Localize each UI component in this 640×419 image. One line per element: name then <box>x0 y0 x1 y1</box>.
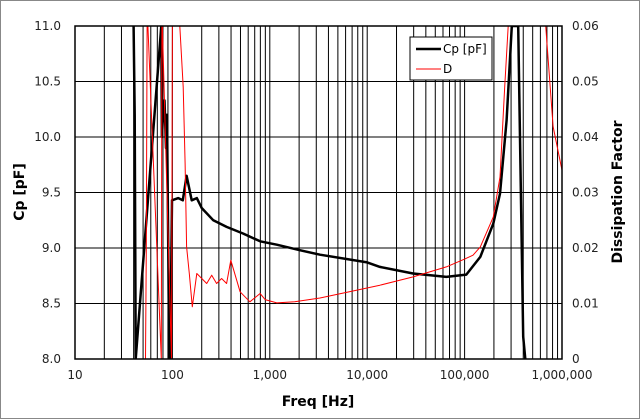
y-tick-label: 10.5 <box>34 75 61 89</box>
legend-box <box>409 36 493 81</box>
legend: Cp [pF] D <box>409 36 493 81</box>
x-tick-label: 10 <box>67 368 82 382</box>
x-tick-label: 100,000 <box>440 368 490 382</box>
x-tick-label: 100 <box>161 368 184 382</box>
y-tick-label: 9.0 <box>42 241 61 255</box>
tick-labels: 8.0 8.5 9.0 9.5 10.0 10.5 11.0 0 0.01 0.02 0.03 0.0… <box>34 19 598 382</box>
y2-tick-label: 0.03 <box>572 186 599 200</box>
y2-tick-label: 0.02 <box>572 241 599 255</box>
d-series-line <box>145 26 562 359</box>
legend-label-d: D <box>443 62 452 76</box>
y-tick-label: 10.0 <box>34 130 61 144</box>
y2-axis-title: Dissipation Factor <box>610 120 626 263</box>
x-tick-label: 10,000 <box>346 368 388 382</box>
y2-tick-label: 0 <box>572 352 580 366</box>
series-layer <box>132 26 562 359</box>
y2-tick-label: 0.01 <box>572 297 599 311</box>
x-axis-title: Freq [Hz] <box>282 394 355 410</box>
y2-tick-label: 0.05 <box>572 75 599 89</box>
y-axis-title: Cp [pF] <box>12 163 28 221</box>
y2-tick-label: 0.06 <box>572 19 599 33</box>
y-tick-label: 11.0 <box>34 19 61 33</box>
x-tick-label: 1,000,000 <box>531 368 592 382</box>
y-tick-label: 8.0 <box>42 352 61 366</box>
x-tick-label: 1,000 <box>253 368 287 382</box>
y2-tick-label: 0.04 <box>572 130 599 144</box>
plot-border <box>74 25 563 360</box>
legend-label-cp: Cp [pF] <box>443 42 487 56</box>
y-tick-label: 9.5 <box>42 186 61 200</box>
y-tick-label: 8.5 <box>42 297 61 311</box>
